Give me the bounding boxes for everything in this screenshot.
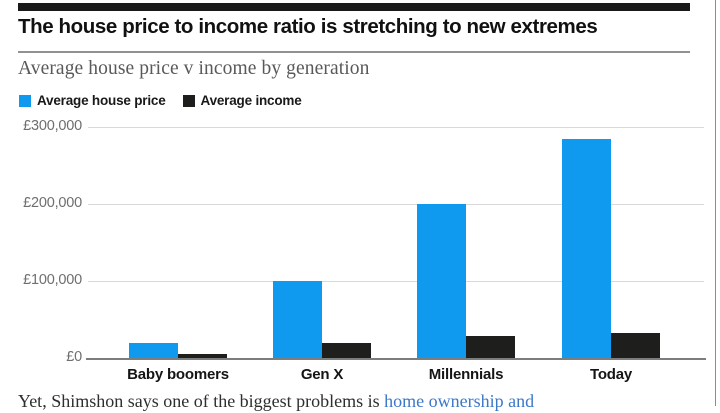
- income-swatch-icon: [182, 94, 195, 107]
- x-category-label-today: Today: [589, 366, 633, 383]
- window-right-edge-line: [715, 0, 716, 406]
- bar-average-house-price-millennials: [417, 204, 466, 358]
- bar-average-income-baby-boomers: [178, 354, 227, 358]
- article-top-accent-bar: [18, 3, 690, 11]
- chart-title: Average house price v income by generati…: [18, 58, 370, 79]
- y-tick-label--200-000: £200,000: [23, 195, 82, 211]
- body-text-link[interactable]: home ownership and: [384, 391, 535, 411]
- gridline: [88, 281, 704, 282]
- x-category-label-baby-boomers: Baby boomers: [127, 366, 229, 383]
- bar-average-house-price-baby-boomers: [129, 343, 178, 358]
- x-category-label-gen-x: Gen X: [300, 366, 344, 383]
- y-tick-label--100-000: £100,000: [23, 272, 82, 288]
- bar-average-income-today: [611, 333, 660, 358]
- bar-average-house-price-gen-x: [273, 281, 322, 358]
- gridline: [88, 204, 704, 205]
- house-price-swatch-icon: [19, 94, 31, 107]
- body-text-prefix: Yet, Shimshon says one of the biggest pr…: [18, 391, 385, 411]
- legend-item-house-price: Average house price: [19, 93, 166, 108]
- gridline: [88, 127, 704, 128]
- bar-average-income-gen-x: [322, 343, 371, 358]
- y-tick-label--300-000: £300,000: [23, 118, 82, 134]
- legend-item-income: Average income: [182, 93, 302, 108]
- chart-legend: Average house price Average income: [19, 93, 302, 108]
- legend-label-house-price: Average house price: [37, 93, 166, 108]
- article-headline: The house price to income ratio is stret…: [18, 15, 598, 38]
- headline-divider-rule: [18, 51, 690, 53]
- x-axis-baseline: [86, 358, 706, 360]
- legend-label-income: Average income: [200, 93, 302, 108]
- article-body-paragraph: Yet, Shimshon says one of the biggest pr…: [18, 389, 704, 413]
- bar-average-house-price-today: [562, 139, 611, 358]
- x-category-label-millennials: Millennials: [428, 366, 504, 383]
- bar-average-income-millennials: [466, 336, 515, 358]
- y-tick-label--0: £0: [66, 349, 82, 365]
